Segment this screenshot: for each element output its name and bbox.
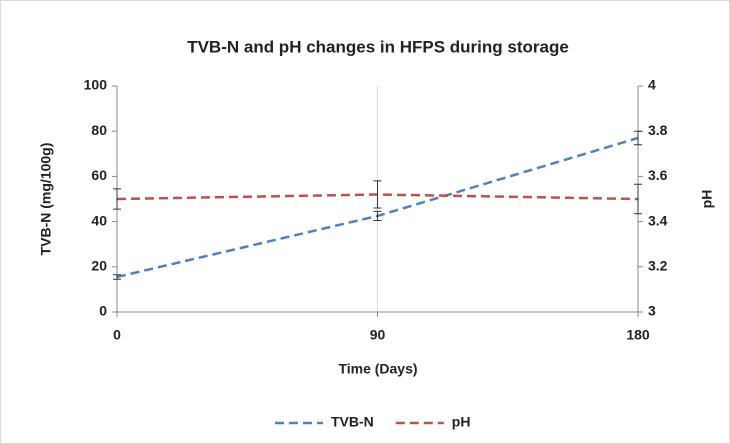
error-bar: [113, 188, 121, 210]
x-tick-label: 0: [113, 327, 121, 343]
y2-tick-label: 3.4: [648, 212, 668, 228]
error-bar: [634, 130, 642, 146]
error-bar: [373, 180, 382, 209]
legend-label: pH: [452, 414, 471, 430]
legend-label: TVB-N: [331, 414, 374, 430]
y2-tick-label: 3.2: [648, 258, 668, 274]
y2-tick-label: 3: [648, 303, 656, 319]
error-bar: [373, 210, 382, 221]
y-axis-label: TVB-N (mg/100g): [38, 143, 54, 256]
y-tick-label: 0: [99, 303, 107, 319]
y2-axis-label: pH: [699, 190, 715, 209]
x-tick-label: 180: [626, 327, 650, 343]
y-tick-label: 20: [91, 258, 107, 274]
y-tick-label: 100: [84, 77, 108, 93]
error-bar: [634, 183, 642, 215]
y2-tick-label: 3.8: [648, 122, 668, 138]
x-axis-label: Time (Days): [338, 361, 417, 377]
y2-tick-label: 4: [648, 77, 656, 93]
y-tick-label: 80: [91, 122, 107, 138]
error-bar: [113, 274, 121, 280]
y2-tick-label: 3.6: [648, 167, 668, 183]
x-tick-label: 90: [370, 327, 386, 343]
y-tick-label: 40: [91, 212, 107, 228]
chart-title: TVB-N and pH changes in HFPS during stor…: [187, 37, 569, 56]
y-tick-label: 60: [91, 167, 107, 183]
